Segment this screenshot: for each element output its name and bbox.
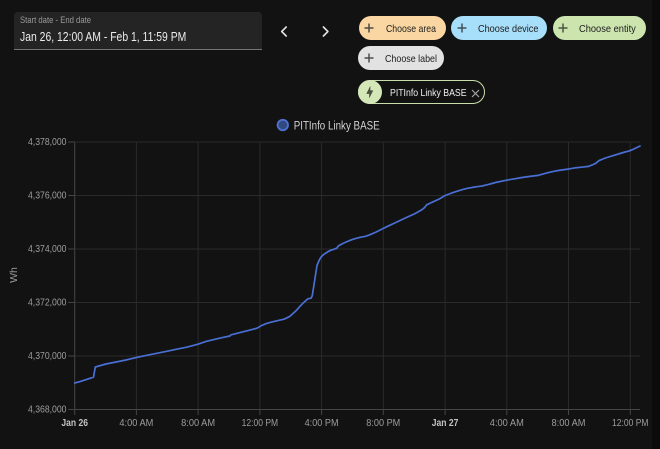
svg-text:4:00 PM: 4:00 PM <box>305 418 339 429</box>
svg-text:Wh: Wh <box>8 267 20 283</box>
svg-text:8:00 AM: 8:00 AM <box>552 418 586 429</box>
svg-text:4,372,000: 4,372,000 <box>28 298 67 309</box>
svg-text:4,374,000: 4,374,000 <box>28 244 67 255</box>
svg-text:4:00 AM: 4:00 AM <box>119 418 153 429</box>
svg-text:4:00 AM: 4:00 AM <box>490 418 524 429</box>
svg-text:4,368,000: 4,368,000 <box>28 405 67 416</box>
svg-text:8:00 PM: 8:00 PM <box>366 418 400 429</box>
svg-text:12:00 PM: 12:00 PM <box>612 418 649 429</box>
svg-text:4,376,000: 4,376,000 <box>28 191 67 202</box>
svg-text:Jan 27: Jan 27 <box>432 418 459 429</box>
svg-text:4,378,000: 4,378,000 <box>28 137 67 148</box>
svg-text:12:00 PM: 12:00 PM <box>242 418 279 429</box>
svg-text:Jan 26: Jan 26 <box>61 418 88 429</box>
svg-text:8:00 AM: 8:00 AM <box>181 418 215 429</box>
svg-text:4,370,000: 4,370,000 <box>28 351 67 362</box>
svg-text:PITInfo Linky BASE: PITInfo Linky BASE <box>294 120 380 132</box>
